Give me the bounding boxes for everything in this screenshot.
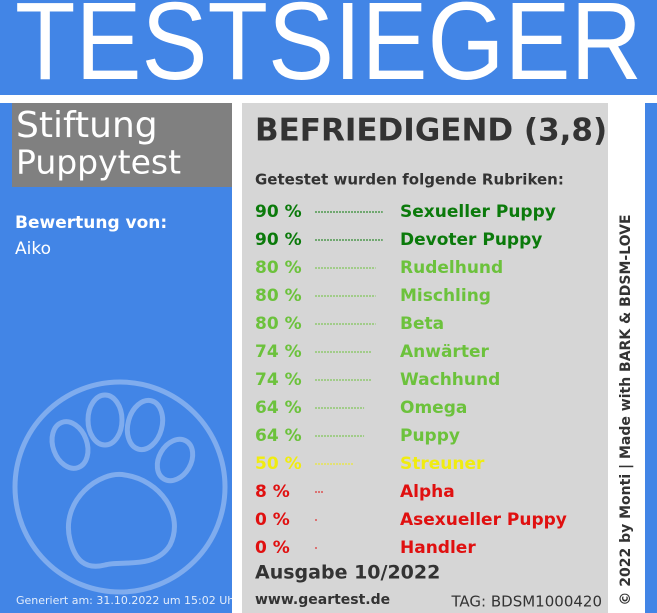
score: 80 % [255, 314, 302, 334]
category-name: Puppy [400, 426, 460, 446]
category-name: Wachhund [400, 370, 500, 390]
category-name: Sexueller Puppy [400, 202, 556, 222]
category-name: Mischling [400, 286, 491, 306]
score: 74 % [255, 370, 302, 390]
score: 80 % [255, 286, 302, 306]
category-name: Streuner [400, 454, 485, 474]
score: 64 % [255, 398, 302, 418]
score: 64 % [255, 426, 302, 446]
category-name: Rudelhund [400, 258, 503, 278]
reviewer-label: Bewertung von: [15, 213, 167, 233]
grade: BEFRIEDIGEND (3,8) [255, 113, 607, 149]
copyright: © 2022 by Monti | Made with BARK & BDSM-… [618, 214, 634, 605]
generated-note: Generiert am: 31.10.2022 um 15:02 Uhr [16, 594, 239, 607]
category-name: Anwärter [400, 342, 489, 362]
score: 8 % [255, 482, 290, 502]
title: TESTSIEGER [15, 0, 642, 103]
brand-box [12, 103, 232, 187]
category-name: Omega [400, 398, 467, 418]
category-name: Beta [400, 314, 444, 334]
score: 50 % [255, 454, 302, 474]
score: 80 % [255, 258, 302, 278]
score: 0 % [255, 538, 290, 558]
score: 90 % [255, 230, 302, 250]
tag: TAG: BDSM1000420 [450, 593, 602, 611]
website: www.geartest.de [255, 592, 390, 608]
category-name: Alpha [400, 482, 455, 502]
category-name: Asexueller Puppy [400, 510, 567, 530]
brand-line: Puppytest [16, 143, 181, 182]
reviewer-name: Aiko [15, 239, 51, 259]
category-name: Handler [400, 538, 476, 558]
issue: Ausgabe 10/2022 [255, 562, 440, 584]
score: 0 % [255, 510, 290, 530]
category-name: Devoter Puppy [400, 230, 542, 250]
intro: Getestet wurden folgende Rubriken: [255, 171, 564, 189]
paw-icon [12, 379, 228, 595]
score: 74 % [255, 342, 302, 362]
result-panel [242, 103, 608, 613]
brand-line: Stiftung [16, 105, 158, 146]
score: 90 % [255, 202, 302, 222]
